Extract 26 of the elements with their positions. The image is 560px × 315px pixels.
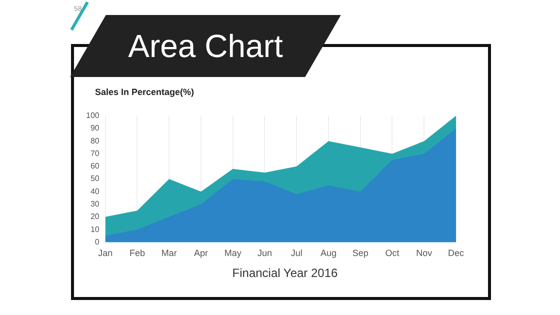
x-tick-label: May <box>224 248 242 258</box>
x-tick-label: Dec <box>448 248 464 258</box>
x-tick-label: Jul <box>290 248 302 258</box>
x-tick-label: Feb <box>129 248 145 258</box>
x-tick-label: Jun <box>257 248 272 258</box>
y-tick-label: 30 <box>90 199 100 208</box>
x-tick-label: Sep <box>352 248 368 258</box>
y-tick-label: 100 <box>86 111 100 120</box>
x-tick-label: Nov <box>416 248 433 258</box>
y-tick-label: 10 <box>90 224 100 234</box>
x-tick-label: Oct <box>385 248 400 258</box>
y-tick-label: 50 <box>90 174 100 184</box>
y-tick-label: 20 <box>90 212 100 222</box>
chart-title: Area Chart <box>127 27 284 66</box>
x-tick-label: Apr <box>194 248 208 258</box>
y-tick-label: 60 <box>90 162 100 171</box>
y-axis-title: Sales In Percentage(%) <box>95 87 194 97</box>
y-tick-label: 40 <box>90 186 100 196</box>
y-tick-label: 70 <box>90 148 100 158</box>
x-tick-label: Mar <box>161 248 177 258</box>
x-tick-label: Jan <box>98 248 113 258</box>
y-tick-label: 0 <box>94 237 100 246</box>
x-axis-title: Financial Year 2016 <box>231 266 339 280</box>
x-tick-label: Aug <box>320 248 336 258</box>
y-tick-label: 80 <box>90 136 100 146</box>
y-tick-label: 90 <box>90 124 100 133</box>
